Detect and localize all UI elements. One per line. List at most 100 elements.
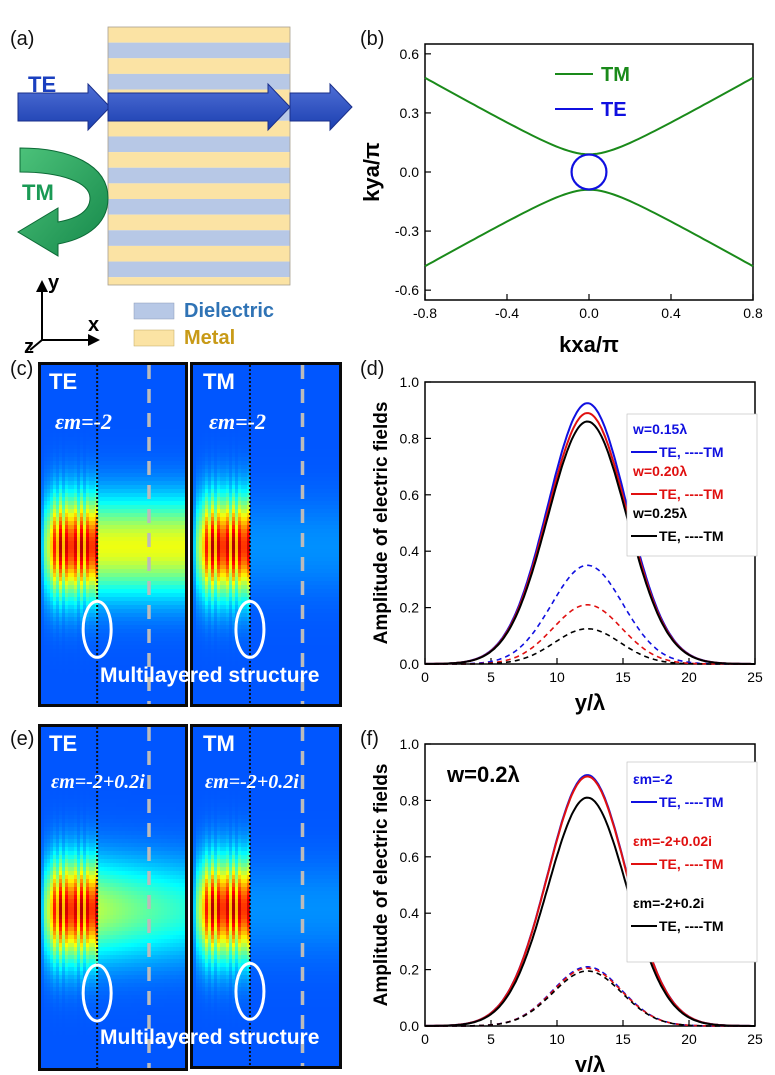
x-axis-label: y/λ <box>575 690 606 715</box>
te-curve-2 <box>425 420 755 665</box>
legend-box <box>626 413 758 557</box>
x-tick-label: 15 <box>615 669 631 685</box>
legend-dielectric: Dielectric <box>184 300 275 322</box>
field-map-title: TM <box>203 731 235 756</box>
x-axis-label: y/λ <box>575 1052 606 1072</box>
x-tick-label: -0.4 <box>495 305 519 321</box>
epsilon-label: εm=-2+0.2i <box>205 771 299 793</box>
y-tick-label: 0.0 <box>400 164 420 180</box>
legend-entry: TE, ----TM <box>659 486 724 502</box>
legend-heading: w=0.15λ <box>632 421 687 437</box>
y-tick-label: 0.4 <box>400 905 420 921</box>
dielectric-layer <box>108 42 290 59</box>
dielectric-layer <box>108 230 290 246</box>
x-tick-label: 0.0 <box>579 305 599 321</box>
field-intensity <box>41 727 185 1068</box>
panel-f-chart: 0 5 10 15 20 25 0.0 0.2 0.4 0.6 0.8 1.0 εm=-2 TE, ---… <box>371 736 763 1072</box>
panel-label-d: (d) <box>360 358 385 380</box>
y-tick-label: 1.0 <box>400 374 420 390</box>
y-tick-label: 1.0 <box>400 736 420 752</box>
x-tick-label: 20 <box>681 669 697 685</box>
tm-curve-2 <box>425 970 755 1027</box>
metal-layer <box>108 183 290 199</box>
te-arrow <box>17 82 353 132</box>
epsilon-label: εm=-2+0.2i <box>51 771 145 793</box>
x-tick-label: 10 <box>549 1031 565 1047</box>
legend-entry: TE, ----TM <box>659 918 724 934</box>
legend-tm: TM <box>601 64 630 86</box>
metal-layer <box>108 152 290 168</box>
y-axis-label: Amplitude of electric fields <box>371 764 392 1007</box>
field-map-title: TE <box>49 369 78 394</box>
x-tick-label: 0.8 <box>743 305 763 321</box>
panel-a-schematic <box>17 26 353 351</box>
legend-te: TE <box>601 99 627 121</box>
panel-e-te-map: TE εm=-2+0.2i <box>38 724 188 1071</box>
annotation: w=0.2λ <box>446 762 520 787</box>
y-tick-label: 0.0 <box>400 1018 420 1034</box>
field-intensity <box>193 365 339 704</box>
tm-upper-branch <box>424 76 754 156</box>
legend-entry: TE, ----TM <box>659 444 724 460</box>
dielectric-layer <box>108 73 290 90</box>
metal-layer <box>108 277 290 285</box>
y-axis-label: Amplitude of electric fields <box>371 402 392 645</box>
legend-box <box>626 761 758 963</box>
y-tick-label: 0.2 <box>400 600 420 616</box>
x-tick-label: 20 <box>681 1031 697 1047</box>
y-tick-label: 0.0 <box>400 656 420 672</box>
metal-layer <box>108 245 290 262</box>
x-tick-label: 15 <box>615 1031 631 1047</box>
tm-curve-1 <box>425 967 755 1027</box>
plot-frame <box>424 43 754 301</box>
dielectric-layer <box>108 167 290 184</box>
epsilon-label: εm=-2 <box>55 409 112 434</box>
panel-label-b: (b) <box>360 28 385 50</box>
y-axis-label: kya/π <box>359 142 384 202</box>
multilayer-label: Multilayered structure <box>100 664 320 687</box>
y-tick-label: 0.6 <box>400 487 420 503</box>
metal-layer <box>108 27 290 43</box>
legend-entry: TE, ----TM <box>659 856 724 872</box>
interface-ellipse <box>234 599 266 659</box>
multilayer-label: Multilayered structure <box>100 1026 320 1049</box>
tm-label: TM <box>22 180 54 205</box>
x-tick-label: 0.4 <box>661 305 681 321</box>
legend-heading: εm=-2 <box>633 771 673 787</box>
y-tick-label: 0.3 <box>400 105 420 121</box>
tm-curve-0 <box>425 564 755 665</box>
y-tick-label: 0.4 <box>400 543 420 559</box>
legend-heading: εm=-2+0.02i <box>633 833 712 849</box>
panel-c-tm-map: TM εm=-2 <box>190 362 342 707</box>
panel-label-f: (f) <box>360 728 379 750</box>
te-curve-2 <box>425 796 755 1027</box>
axis-label-z: z <box>24 336 34 358</box>
x-tick-label: 5 <box>487 669 495 685</box>
stack-outline <box>107 26 291 286</box>
dielectric-layer <box>108 199 290 215</box>
x-axis-label: kxa/π <box>559 332 619 357</box>
te-circle <box>570 153 608 191</box>
te-label: TE <box>28 72 57 97</box>
tm-lower-branch <box>424 188 754 268</box>
metal-layer <box>108 120 290 137</box>
metal-swatch <box>133 329 175 347</box>
tm-curve-0 <box>425 966 755 1027</box>
panel-c-te-map: TE εm=-2 <box>38 362 188 707</box>
panel-label-a: (a) <box>10 28 35 50</box>
dielectric-layer <box>108 261 290 278</box>
dielectric-layer <box>108 136 290 153</box>
y-tick-label: 0.6 <box>400 46 420 62</box>
metal-layer <box>108 58 290 74</box>
field-intensity <box>193 727 339 1066</box>
panel-b-chart: -0.8 -0.4 0.0 0.4 0.8 0.6 0.3 0.0 -0.3 -0.6 TM TE kx… <box>359 43 763 357</box>
legend-heading: w=0.25λ <box>632 505 687 521</box>
panel-d-chart: 0 5 10 15 20 25 0.0 0.2 0.4 0.6 0.8 1.0 w=0.15λ TE, -… <box>371 374 763 715</box>
legend-metal: Metal <box>184 327 236 349</box>
y-tick-label: 0.8 <box>400 792 420 808</box>
metal-layer <box>108 214 290 231</box>
legend-heading: εm=-2+0.2i <box>633 895 704 911</box>
y-tick-label: 0.8 <box>400 430 420 446</box>
axis-label-y: y <box>48 272 60 294</box>
interface-ellipse <box>81 963 113 1023</box>
